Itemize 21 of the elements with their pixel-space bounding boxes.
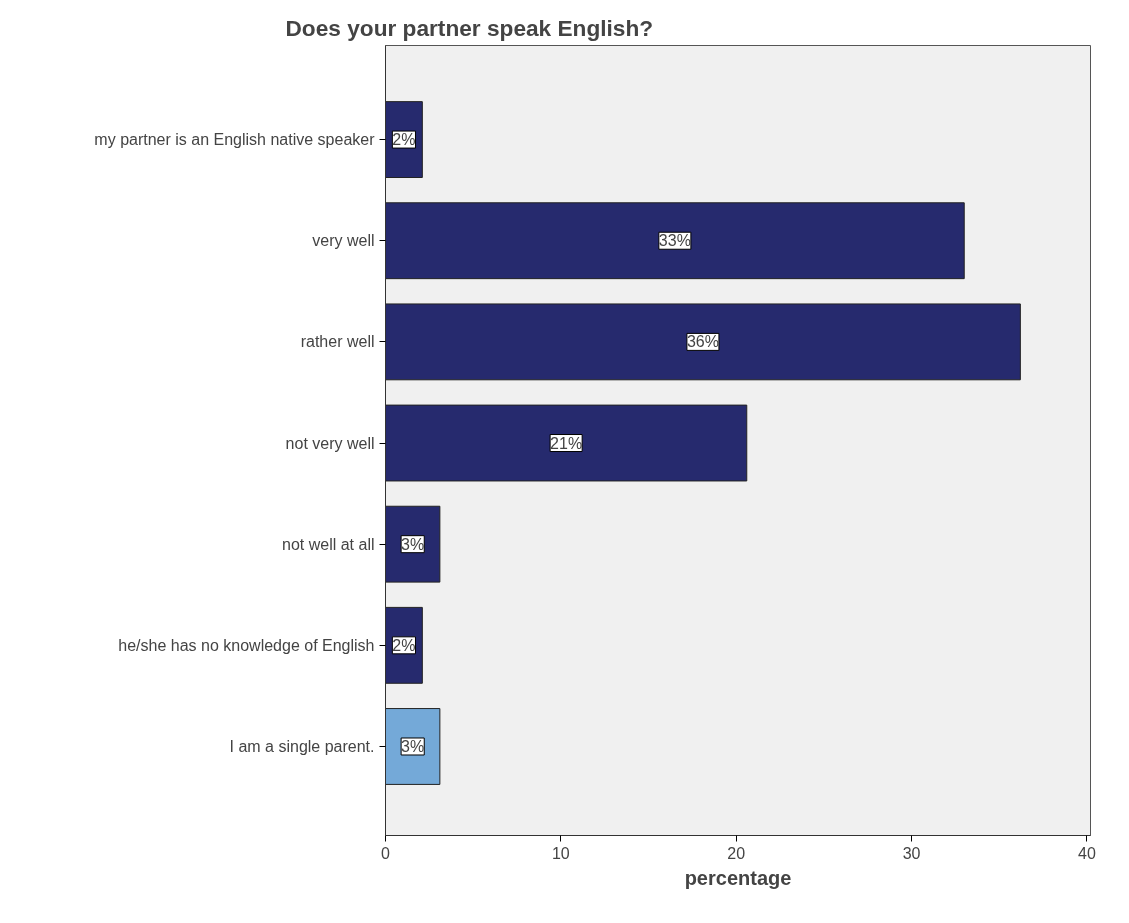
- x-tick-label: 30: [902, 844, 921, 862]
- x-tick-label: 0: [381, 844, 391, 862]
- y-tick-label: very well: [312, 232, 375, 250]
- bar: [385, 303, 1021, 381]
- bar: [385, 708, 441, 785]
- chart-title: Does your partner speak English?: [285, 14, 654, 41]
- x-tick-label: 40: [1078, 844, 1096, 862]
- data-label: 2%: [392, 131, 416, 149]
- x-tick-label: 10: [551, 844, 570, 862]
- x-tick-label: 20: [727, 844, 746, 862]
- data-label: 2%: [392, 636, 416, 654]
- y-tick-label: my partner is an English native speaker: [94, 131, 376, 149]
- y-tick-label: not well at all: [282, 535, 375, 553]
- bar: [385, 505, 441, 583]
- y-tick-label: rather well: [300, 333, 375, 351]
- x-axis-title: percentage: [684, 866, 792, 889]
- bar: [385, 202, 965, 280]
- bar: [385, 404, 748, 482]
- y-tick-label: not very well: [285, 434, 375, 452]
- y-tick-label: he/she has no knowledge of English: [118, 636, 375, 654]
- y-tick-label: I am a single parent.: [229, 737, 375, 755]
